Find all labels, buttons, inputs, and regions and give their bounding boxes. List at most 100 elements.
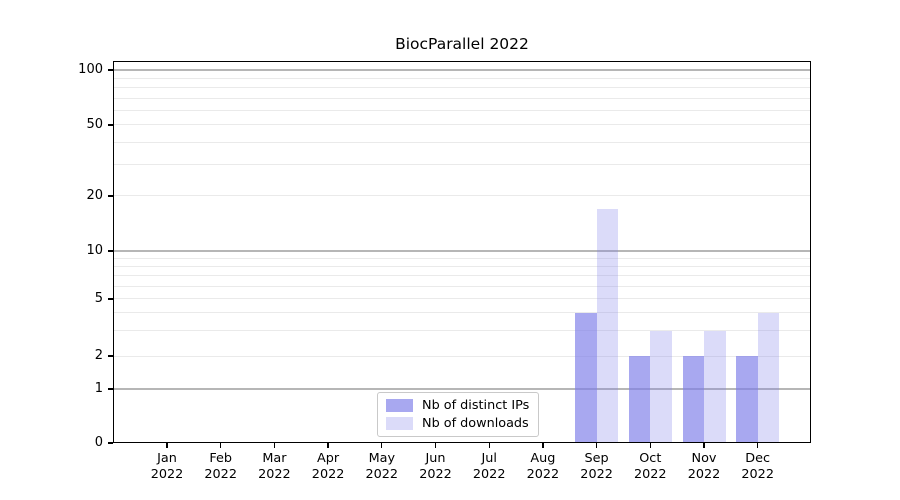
- x-tick-mark-apr: [327, 443, 329, 448]
- x-tick-year: 2022: [580, 467, 613, 482]
- gridline-minor-90: [113, 77, 811, 79]
- legend: Nb of distinct IPs Nb of downloads: [377, 392, 540, 437]
- gridline-minor-40: [113, 141, 811, 143]
- bar-sep-ips: [575, 312, 597, 443]
- y-tick-mark-50: [107, 124, 113, 126]
- x-tick-label-apr: Apr 2022: [296, 451, 360, 483]
- bar-nov-ips: [682, 356, 704, 443]
- y-tick-mark-20: [107, 195, 113, 197]
- y-tick-label-1: 1: [94, 380, 103, 396]
- y-tick-mark-10: [107, 250, 113, 252]
- x-tick-mark-jul: [488, 443, 490, 448]
- y-tick-mark-5: [107, 298, 113, 300]
- bar-sep-downloads: [596, 208, 619, 443]
- y-tick-mark-0: [107, 442, 113, 444]
- legend-entry-distinct-ips: Nb of distinct IPs: [386, 398, 529, 413]
- x-tick-label-dec: Dec 2022: [726, 451, 790, 483]
- y-tick-label-5: 5: [94, 290, 103, 306]
- x-tick-month: Nov: [691, 451, 717, 466]
- x-tick-mark-feb: [220, 443, 222, 448]
- x-tick-year: 2022: [526, 467, 560, 482]
- x-tick-month: Mar: [262, 451, 287, 466]
- legend-entry-downloads: Nb of downloads: [386, 416, 529, 431]
- x-tick-label-sep: Sep 2022: [565, 451, 629, 483]
- y-tick-mark-100: [107, 69, 113, 71]
- gridline-minor-5: [113, 298, 811, 300]
- x-tick-year: 2022: [258, 467, 291, 482]
- x-tick-month: Aug: [530, 451, 556, 466]
- y-tick-label-100: 100: [78, 62, 103, 77]
- legend-label-distinct-ips: Nb of distinct IPs: [422, 398, 530, 413]
- gridline-minor-60: [113, 110, 811, 112]
- x-tick-mark-jun: [434, 443, 437, 448]
- x-tick-label-jul: Jul 2022: [457, 451, 521, 483]
- gridline-minor-4: [113, 312, 811, 314]
- gridline-minor-8: [113, 265, 811, 267]
- x-tick-month: Apr: [317, 451, 340, 466]
- y-tick-label-20: 20: [86, 187, 103, 203]
- gridline-minor-50: [113, 124, 811, 126]
- gridline-minor-70: [113, 97, 811, 99]
- bar-oct-ips: [628, 356, 651, 443]
- x-tick-month: Feb: [209, 451, 233, 466]
- legend-swatch-downloads: [386, 417, 413, 430]
- x-tick-month: Jun: [425, 451, 446, 466]
- x-tick-month: Jan: [157, 451, 177, 466]
- gridline-minor-2: [113, 355, 811, 357]
- x-tick-label-jun: Jun 2022: [404, 451, 468, 483]
- gridline-minor-20: [113, 195, 811, 197]
- gridline-minor-6: [113, 285, 811, 287]
- gridline-minor-80: [113, 87, 811, 89]
- legend-swatch-distinct-ips: [386, 399, 413, 412]
- x-tick-mark-nov: [703, 443, 705, 448]
- bar-nov-downloads: [704, 330, 726, 443]
- x-tick-label-may: May 2022: [350, 451, 414, 483]
- gridline-minor-30: [113, 164, 811, 166]
- x-tick-mark-sep: [595, 443, 598, 448]
- bar-dec-downloads: [757, 312, 780, 443]
- y-tick-label-50: 50: [86, 116, 103, 132]
- gridline-major-1: [113, 388, 811, 390]
- legend-label-downloads: Nb of downloads: [422, 416, 529, 431]
- x-tick-label-mar: Mar 2022: [242, 451, 306, 483]
- x-tick-year: 2022: [365, 467, 399, 482]
- y-tick-mark-2: [107, 355, 113, 357]
- x-tick-label-aug: Aug 2022: [511, 451, 575, 483]
- x-tick-year: 2022: [472, 467, 506, 482]
- x-tick-month: Oct: [639, 451, 662, 466]
- x-tick-mark-mar: [273, 443, 276, 448]
- y-tick-label-10: 10: [86, 243, 103, 258]
- chart-title: BiocParallel 2022: [395, 35, 529, 53]
- x-tick-month: Dec: [745, 451, 771, 466]
- y-tick-mark-1: [107, 388, 113, 390]
- x-tick-label-feb: Feb 2022: [189, 451, 253, 483]
- y-tick-label-2: 2: [94, 348, 103, 364]
- gridline-minor-7: [113, 275, 811, 277]
- bar-oct-downloads: [650, 330, 672, 443]
- gridline-major-100: [113, 69, 811, 71]
- x-tick-year: 2022: [311, 467, 345, 482]
- x-tick-mark-may: [381, 443, 383, 448]
- x-tick-year: 2022: [204, 467, 237, 482]
- x-tick-month: Jul: [481, 451, 497, 466]
- plot-area: [113, 61, 811, 443]
- x-tick-month: Sep: [584, 451, 609, 466]
- x-tick-year: 2022: [741, 467, 774, 482]
- x-tick-label-jan: Jan 2022: [135, 451, 199, 483]
- x-tick-year: 2022: [687, 467, 721, 482]
- x-tick-mark-dec: [757, 443, 759, 448]
- x-tick-year: 2022: [150, 467, 184, 482]
- bar-dec-ips: [736, 356, 758, 443]
- gridline-minor-9: [113, 257, 811, 259]
- x-tick-month: May: [368, 451, 396, 466]
- x-tick-label-oct: Oct 2022: [618, 451, 682, 483]
- x-tick-year: 2022: [634, 467, 667, 482]
- gridline-major-10: [113, 250, 811, 252]
- gridline-minor-3: [113, 330, 811, 332]
- x-tick-mark-aug: [542, 443, 544, 448]
- y-tick-label-0: 0: [94, 435, 103, 450]
- x-tick-year: 2022: [419, 467, 452, 482]
- x-tick-mark-oct: [649, 443, 651, 448]
- x-tick-mark-jan: [166, 443, 168, 448]
